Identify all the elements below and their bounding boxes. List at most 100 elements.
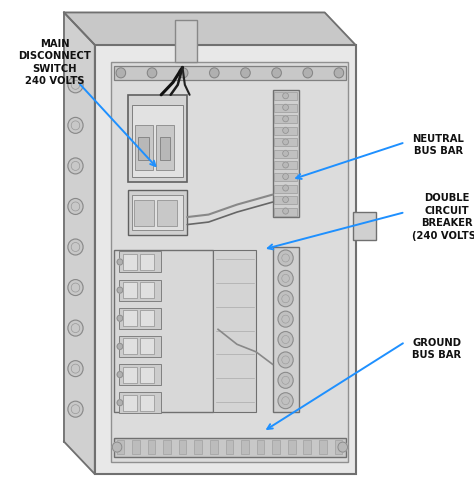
Bar <box>274 104 297 112</box>
Bar <box>118 364 161 385</box>
Bar <box>123 282 137 298</box>
Circle shape <box>278 393 293 409</box>
Circle shape <box>68 401 83 417</box>
Circle shape <box>283 197 288 203</box>
Circle shape <box>278 291 293 307</box>
Bar <box>353 212 376 240</box>
Circle shape <box>68 320 83 336</box>
Bar <box>274 162 297 170</box>
Circle shape <box>283 151 288 157</box>
Circle shape <box>278 270 293 286</box>
Circle shape <box>283 162 288 168</box>
Text: NEUTRAL
BUS BAR: NEUTRAL BUS BAR <box>412 134 464 156</box>
Circle shape <box>117 259 123 265</box>
Bar <box>179 440 186 454</box>
Circle shape <box>303 68 312 78</box>
Circle shape <box>272 68 282 78</box>
Bar <box>114 438 346 457</box>
Bar <box>118 392 161 413</box>
Circle shape <box>278 331 293 347</box>
Bar <box>118 279 161 300</box>
Circle shape <box>68 77 83 93</box>
Bar <box>123 254 137 270</box>
Bar <box>140 254 154 270</box>
Circle shape <box>283 208 288 214</box>
Bar <box>274 150 297 158</box>
Bar <box>156 125 174 170</box>
Bar <box>274 185 297 193</box>
Bar <box>164 440 171 454</box>
Circle shape <box>278 352 293 368</box>
Bar <box>132 440 140 454</box>
Bar <box>274 208 297 216</box>
Bar <box>123 338 137 354</box>
Bar <box>128 190 187 235</box>
Circle shape <box>117 372 123 378</box>
Circle shape <box>283 174 288 180</box>
Circle shape <box>117 400 123 406</box>
Text: GROUND
BUS BAR: GROUND BUS BAR <box>412 338 462 360</box>
Bar <box>273 247 299 412</box>
Bar <box>135 125 153 170</box>
Bar <box>288 440 295 454</box>
Bar <box>213 250 256 412</box>
Bar <box>118 251 161 272</box>
Circle shape <box>210 68 219 78</box>
Bar <box>140 282 154 298</box>
Bar <box>273 440 280 454</box>
Circle shape <box>278 250 293 266</box>
Circle shape <box>68 199 83 215</box>
Circle shape <box>338 442 347 452</box>
Circle shape <box>68 239 83 255</box>
Bar <box>335 440 342 454</box>
Circle shape <box>278 311 293 327</box>
Text: DOUBLE
CIRCUIT
BREAKER
(240 VOLTS): DOUBLE CIRCUIT BREAKER (240 VOLTS) <box>412 194 474 241</box>
Bar <box>117 440 124 454</box>
Circle shape <box>147 68 157 78</box>
Bar <box>274 127 297 135</box>
Circle shape <box>283 104 288 110</box>
Bar <box>111 62 348 462</box>
Bar <box>123 395 137 411</box>
Bar <box>257 440 264 454</box>
Bar <box>118 308 161 329</box>
Circle shape <box>68 158 83 174</box>
Bar <box>132 105 183 177</box>
Bar <box>123 310 137 326</box>
Bar <box>274 115 297 123</box>
Circle shape <box>283 139 288 145</box>
Bar <box>95 45 356 474</box>
Bar <box>118 336 161 357</box>
Bar <box>194 440 202 454</box>
Text: MAIN
DISCONNECT
SWITCH
240 VOLTS: MAIN DISCONNECT SWITCH 240 VOLTS <box>18 39 91 86</box>
Bar <box>134 200 154 226</box>
Bar <box>273 90 299 217</box>
Circle shape <box>68 361 83 377</box>
Bar <box>274 173 297 181</box>
Bar <box>140 338 154 354</box>
Circle shape <box>116 68 126 78</box>
Bar <box>128 95 187 182</box>
Circle shape <box>283 116 288 122</box>
Circle shape <box>117 287 123 293</box>
Bar <box>175 20 197 62</box>
Bar <box>274 92 297 100</box>
Circle shape <box>283 185 288 191</box>
Bar <box>138 137 149 160</box>
Bar <box>132 195 183 230</box>
Circle shape <box>283 93 288 99</box>
Bar <box>140 395 154 411</box>
Bar <box>140 367 154 383</box>
Circle shape <box>117 315 123 321</box>
Bar <box>274 138 297 146</box>
Bar <box>123 367 137 383</box>
Circle shape <box>112 442 122 452</box>
Bar <box>160 137 170 160</box>
Polygon shape <box>64 12 356 45</box>
Bar <box>319 440 327 454</box>
Circle shape <box>68 279 83 295</box>
Bar <box>241 440 249 454</box>
Bar <box>210 440 218 454</box>
Bar <box>157 200 177 226</box>
Polygon shape <box>64 12 95 474</box>
